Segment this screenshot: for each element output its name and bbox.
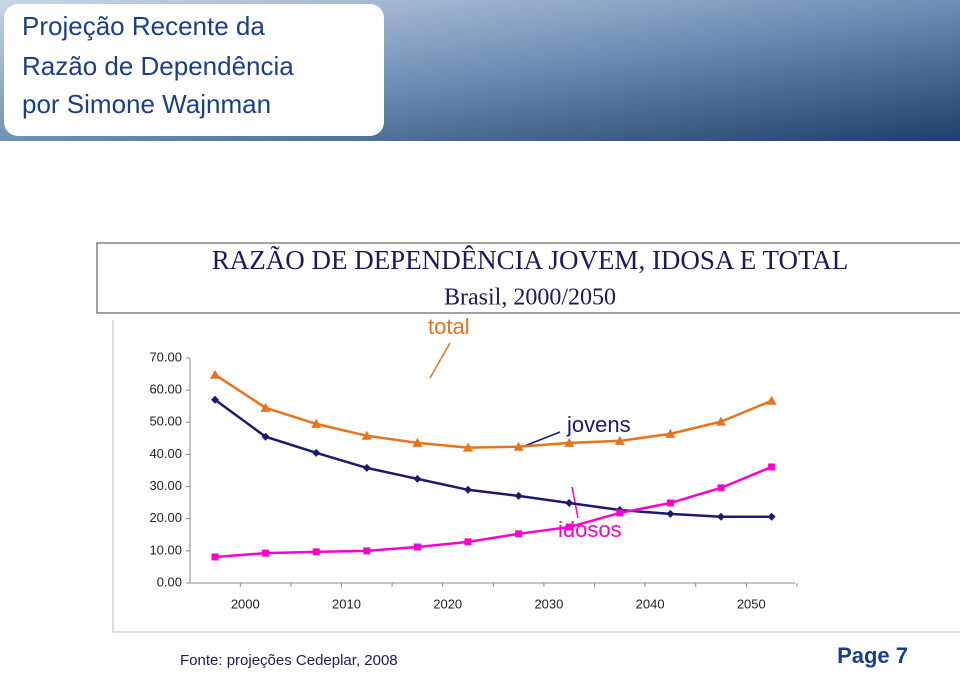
slide-title: por Simone Wajnman — [22, 89, 271, 119]
chart-subtitle: Brasil, 2000/2050 — [444, 285, 616, 311]
y-tick-label: 20.00 — [149, 510, 182, 525]
annotation: jovens — [566, 412, 631, 437]
x-tick-label: 2010 — [332, 596, 361, 611]
y-tick-label: 0.00 — [157, 574, 182, 589]
marker — [716, 416, 726, 426]
y-tick-label: 50.00 — [149, 414, 182, 429]
y-tick-label: 40.00 — [149, 446, 182, 461]
marker — [260, 402, 271, 412]
marker — [513, 441, 524, 451]
marker — [766, 395, 777, 405]
annotation-arrow — [521, 431, 561, 448]
marker — [311, 418, 322, 428]
chart-frame — [112, 320, 960, 633]
marker — [463, 442, 473, 452]
annotation-arrow — [571, 486, 579, 519]
x-tick-label: 2020 — [433, 596, 462, 611]
marker — [614, 435, 625, 445]
x-tick-label: 2040 — [636, 596, 665, 611]
slide-title: Razão de Dependência — [22, 51, 294, 81]
marker — [412, 437, 423, 447]
y-tick-label: 60.00 — [149, 382, 182, 397]
chart-title-box — [96, 242, 960, 314]
chart-title: RAZÃO DE DEPENDÊNCIA JOVEM, IDOSA E TOTA… — [212, 245, 849, 275]
series-line — [214, 373, 773, 449]
source: Fonte: projeções Cedeplar, 2008 — [180, 652, 398, 669]
marker — [362, 463, 371, 472]
y-tick-label: 30.00 — [149, 478, 182, 493]
marker — [767, 512, 776, 521]
annotation-arrow — [429, 342, 451, 379]
marker — [514, 491, 523, 500]
marker — [565, 523, 573, 531]
marker — [262, 549, 270, 557]
marker — [413, 474, 422, 483]
series-line — [214, 398, 772, 519]
x-tick-label: 2000 — [231, 596, 260, 611]
marker — [515, 530, 523, 538]
marker — [464, 538, 472, 546]
marker — [717, 512, 725, 521]
annotation: total — [428, 314, 470, 339]
series-line — [214, 465, 773, 559]
marker — [717, 484, 725, 492]
marker — [768, 463, 776, 471]
marker — [261, 432, 270, 441]
marker — [413, 543, 421, 551]
marker — [211, 553, 219, 561]
marker — [564, 437, 575, 447]
marker — [361, 430, 372, 440]
marker — [363, 547, 371, 555]
y-tick-label: 70.00 — [149, 349, 182, 364]
y-tick-label: 10.00 — [149, 542, 182, 557]
slide-title: Projeção Recente da — [22, 11, 265, 41]
marker — [210, 369, 220, 379]
marker — [666, 509, 675, 518]
marker — [312, 548, 320, 556]
marker — [312, 448, 321, 457]
marker — [666, 499, 674, 507]
marker — [565, 498, 574, 507]
page-number: Page 7 — [837, 643, 908, 668]
marker — [616, 509, 624, 517]
x-tick-label: 2050 — [737, 596, 766, 611]
marker — [211, 395, 219, 404]
marker — [464, 485, 472, 494]
marker — [665, 428, 676, 438]
title-box — [4, 4, 384, 136]
x-tick-label: 2030 — [534, 596, 563, 611]
